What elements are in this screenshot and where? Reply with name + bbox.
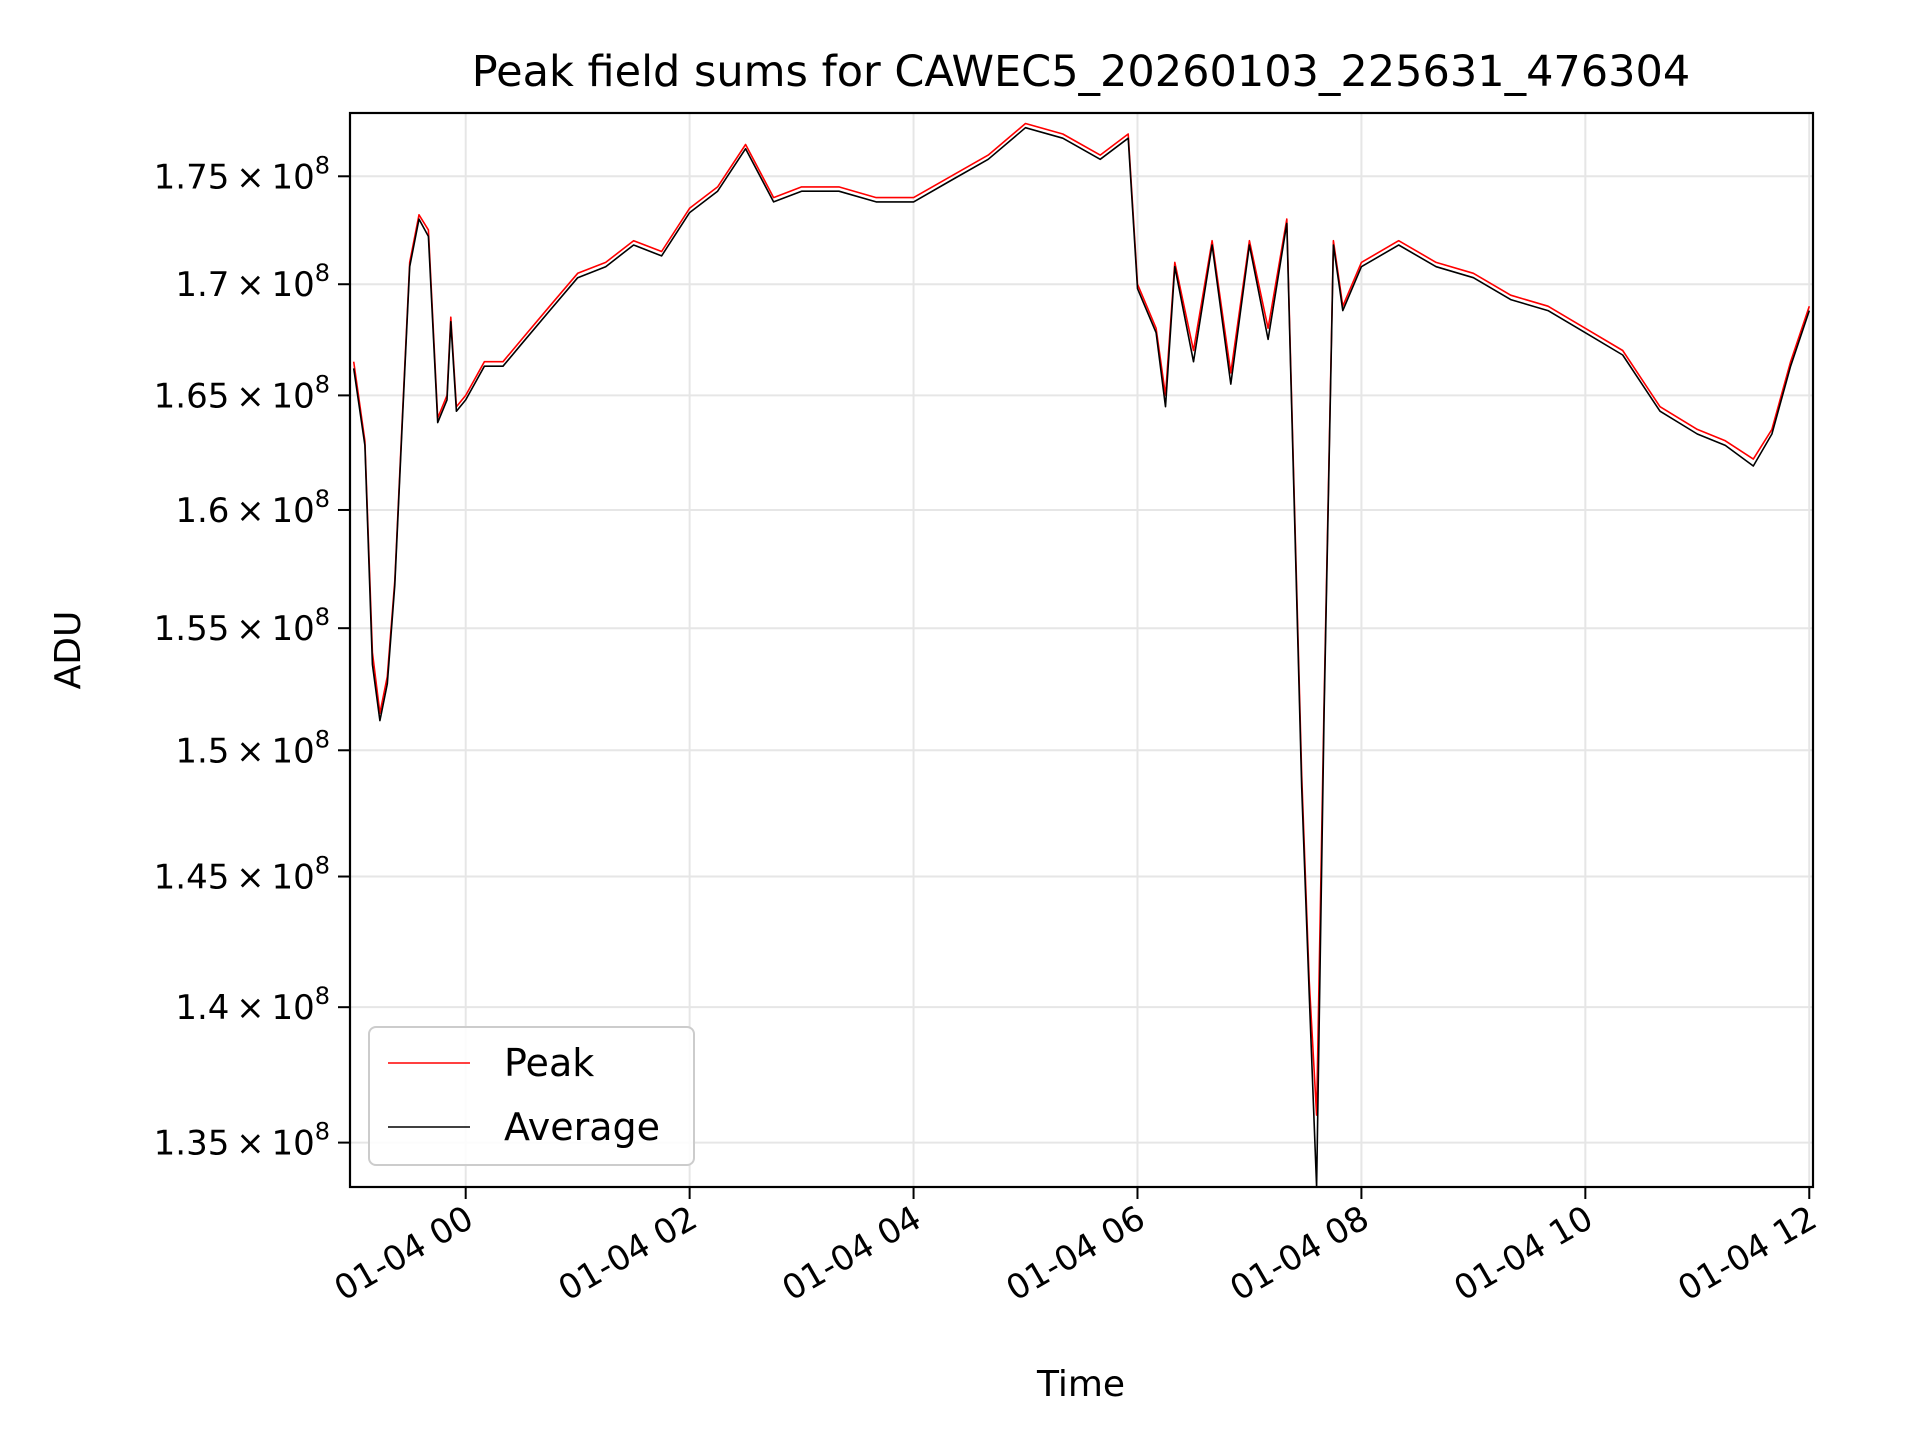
legend: Peak Average <box>368 1026 695 1166</box>
y-tick-label: 1.55 × 108 <box>154 603 330 649</box>
plot-frame <box>348 111 1815 1189</box>
y-tick-label: 1.5 × 108 <box>175 725 330 771</box>
y-tick-label: 1.45 × 108 <box>154 852 330 898</box>
chart-title: Peak field sums for CAWEC5_20260103_2256… <box>472 47 1690 97</box>
y-axis-title: ADU <box>48 611 89 690</box>
y-tick-label: 1.6 × 108 <box>175 485 330 531</box>
grid-layer <box>350 113 1813 1187</box>
series-line-average <box>352 126 1811 1188</box>
y-tick-label: 1.65 × 108 <box>154 370 330 416</box>
legend-box <box>368 1026 695 1166</box>
y-tick-label: 1.7 × 108 <box>175 259 330 305</box>
x-axis-title: Time <box>1036 1364 1125 1405</box>
legend-label-peak: Peak <box>504 1041 594 1085</box>
y-tick-label: 1.75 × 108 <box>154 151 330 197</box>
series-layer <box>352 122 1811 1188</box>
legend-label-average: Average <box>504 1105 660 1149</box>
y-tick-label: 1.35 × 108 <box>154 1118 330 1164</box>
y-tick-label: 1.4 × 108 <box>175 982 330 1028</box>
y-axis-ticks: 1.35 × 108 1.4 × 108 1.45 × 108 1.5 × 108 1.… <box>154 151 350 1164</box>
